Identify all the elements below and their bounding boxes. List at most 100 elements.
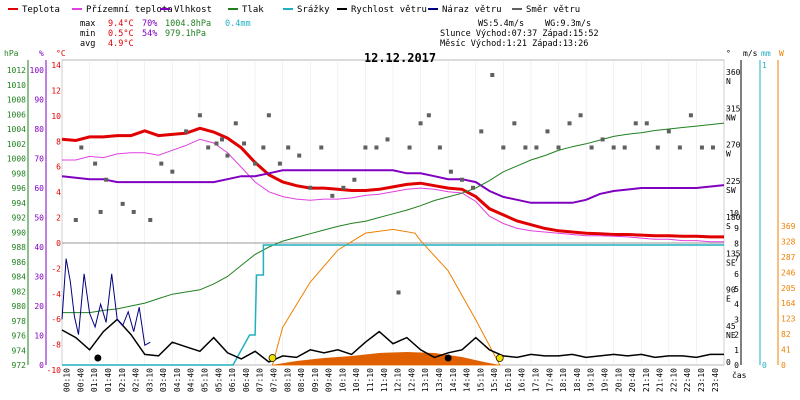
w-tick-label: 205 <box>781 284 796 293</box>
legend: Teplota Přízemní teplota Vlhkost Tlak Srážky… <box>8 5 580 15</box>
time-tick-label: 18:10 <box>559 368 568 392</box>
ms-tick-label: 9 <box>734 224 739 233</box>
w-tick-label: 123 <box>781 315 796 324</box>
sun-marker <box>495 354 504 362</box>
pct-tick-label: 90 <box>34 96 44 105</box>
wind-direction-point <box>523 145 528 150</box>
time-tick-label: 00:10 <box>63 368 72 392</box>
series-line <box>62 138 724 243</box>
c-tick-label: -6 <box>51 315 61 324</box>
time-tick-label: 02:10 <box>118 368 127 392</box>
ms-tick-label: 5 <box>734 285 739 294</box>
wind-direction-point <box>633 121 638 126</box>
deg-tick-label: 0 <box>726 358 731 367</box>
mm-tick-label: 0 <box>762 361 767 370</box>
wind-direction-point <box>308 185 313 190</box>
axis-ticks: 1012101010081006100410021000998996994992… <box>7 61 796 392</box>
ms-tick-label: 7 <box>734 255 739 264</box>
time-tick-label: 08:40 <box>297 368 306 392</box>
time-tick-label: 09:40 <box>325 368 334 392</box>
time-tick-label: 07:40 <box>269 368 278 392</box>
stat-moon: Měsíc Východ:1:21 Západ:13:26 <box>440 39 588 49</box>
deg-dir-label: N <box>726 77 731 86</box>
stat-max-press: 1004.8hPa <box>165 19 211 29</box>
wind-direction-point <box>159 161 164 166</box>
time-tick-label: 18:40 <box>573 368 582 392</box>
wind-direction-point <box>352 177 357 182</box>
deg-tick-label: 360 <box>726 68 741 77</box>
wind-direction-point <box>266 113 271 118</box>
time-tick-label: 01:10 <box>90 368 99 392</box>
stat-max-temp: 9.4°C <box>108 19 134 29</box>
hpa-tick-label: 1004 <box>7 125 26 134</box>
legend-label: Rychlost větru <box>351 5 427 15</box>
hpa-tick-label: 974 <box>12 346 27 355</box>
deg-tick-label: 90 <box>726 286 736 295</box>
hpa-tick-label: 998 <box>12 169 27 178</box>
time-tick-label: 05:40 <box>214 368 223 392</box>
time-tick-label: 12:40 <box>407 368 416 392</box>
time-tick-label: 14:40 <box>463 368 472 392</box>
wind-direction-point <box>501 145 506 150</box>
wind-direction-point <box>98 209 103 214</box>
stat-wg: WG:9.3m/s <box>545 19 591 29</box>
deg-dir-label: W <box>726 150 731 159</box>
wind-direction-point <box>197 113 202 118</box>
deg-dir-label: NW <box>726 113 736 122</box>
time-tick-label: 17:40 <box>545 368 554 392</box>
w-tick-label: 82 <box>781 330 791 339</box>
hpa-tick-label: 986 <box>12 258 27 267</box>
wind-direction-point <box>148 218 153 222</box>
ms-tick-label: 3 <box>734 315 739 324</box>
ms-tick-label: 8 <box>734 239 739 248</box>
c-tick-label: 14 <box>51 61 61 70</box>
time-tick-label: 21:40 <box>656 368 665 392</box>
hpa-tick-label: 1010 <box>7 81 26 90</box>
series-line <box>61 258 151 346</box>
series-line <box>62 122 725 314</box>
pct-tick-label: 30 <box>34 273 44 282</box>
stat-max-rain: 0.4mm <box>225 19 251 29</box>
time-tick-label: 14:10 <box>449 368 458 392</box>
wind-direction-point <box>437 145 442 150</box>
ms-tick-label: 1 <box>734 346 739 355</box>
time-tick-label: 20:10 <box>614 368 623 392</box>
wind-direction-point <box>73 218 78 222</box>
chart-marks <box>61 73 725 366</box>
deg-dir-label: E <box>726 295 731 304</box>
legend-label: Směr větru <box>526 5 580 15</box>
w-axis-label: W <box>779 49 784 58</box>
c-tick-label: 6 <box>56 163 61 172</box>
stat-avg-temp: 4.9°C <box>108 39 134 49</box>
hpa-tick-label: 1012 <box>7 66 26 75</box>
c-tick-label: -8 <box>51 341 61 350</box>
wind-direction-point <box>206 145 211 150</box>
w-tick-label: 287 <box>781 253 796 262</box>
wind-direction-point <box>688 113 693 118</box>
wind-direction-point <box>374 145 379 150</box>
legend-label: Srážky <box>297 5 330 15</box>
wind-direction-point <box>655 145 660 150</box>
wind-direction-point <box>330 193 335 198</box>
wind-direction-point <box>611 145 616 150</box>
chart-title: 12.12.2017 <box>364 51 436 65</box>
pct-tick-label: 80 <box>34 125 44 134</box>
wind-direction-point <box>407 145 412 150</box>
hpa-axis-label: hPa <box>4 49 19 58</box>
time-tick-label: 04:10 <box>173 368 182 392</box>
wind-direction-point <box>666 129 671 134</box>
pct-tick-label: 40 <box>34 243 44 252</box>
wind-direction-point <box>277 161 282 166</box>
hpa-tick-label: 984 <box>12 273 27 282</box>
mm-tick-label: 1 <box>762 61 767 70</box>
legend-label: Vlhkost <box>174 5 212 15</box>
wind-direction-point <box>459 177 464 182</box>
w-tick-label: 369 <box>781 222 796 231</box>
wind-direction-point <box>253 161 258 166</box>
time-tick-label: 07:10 <box>256 368 265 392</box>
hpa-tick-label: 1002 <box>7 140 26 149</box>
hpa-tick-label: 972 <box>12 361 27 370</box>
stat-min-label: min <box>80 29 95 39</box>
